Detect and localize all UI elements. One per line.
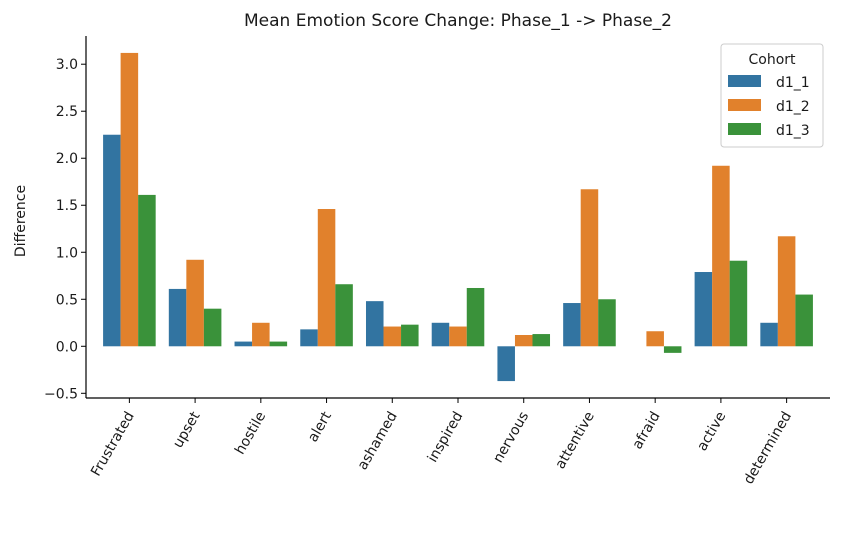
legend: Cohort d1_1 d1_2 d1_3: [720, 43, 824, 148]
x-tick-label: inspired: [425, 409, 467, 465]
x-tick-label: alert: [305, 409, 335, 445]
bar-d1_3-inspired: [466, 287, 485, 347]
x-tick-label: hostile: [232, 409, 269, 457]
bar-d1_3-ashamed: [401, 324, 419, 347]
bar-d1_3-Frustrated: [138, 194, 156, 347]
bar-d1_3-determined: [795, 294, 813, 347]
legend-swatch-d1_2: [728, 99, 761, 111]
legend-frame: [720, 43, 824, 148]
bar-d1_2-hostile: [252, 322, 270, 347]
chart-title: Mean Emotion Score Change: Phase_1 -> Ph…: [244, 11, 672, 31]
bar-d1_2-Frustrated: [120, 52, 139, 347]
legend-label-d1_1: d1_1: [776, 75, 810, 91]
bar-d1_1-ashamed: [365, 301, 384, 347]
bar-d1_3-upset: [203, 308, 222, 347]
bar-d1_3-nervous: [532, 334, 551, 347]
bar-d1_2-determined: [777, 236, 796, 347]
bars-group: [103, 52, 813, 382]
y-tick-label: 0.0: [56, 339, 78, 355]
bar-d1_3-active: [729, 260, 748, 347]
y-axis-label: Difference: [13, 185, 29, 257]
legend-label-d1_3: d1_3: [776, 123, 810, 139]
x-tick-label: active: [694, 409, 729, 454]
x-tick-label: nervous: [490, 409, 532, 466]
bar-d1_1-hostile: [234, 341, 253, 347]
bar-d1_1-Frustrated: [103, 134, 121, 347]
bar-d1_2-alert: [317, 209, 336, 347]
x-ticks-group: Frustrated upset hostile alert ashamed inspir…: [88, 398, 795, 487]
bar-d1_2-ashamed: [383, 326, 402, 347]
x-tick-label: ashamed: [355, 409, 401, 473]
bar-d1_1-determined: [760, 322, 778, 347]
legend-label-d1_2: d1_2: [776, 99, 810, 115]
legend-swatch-d1_1: [728, 75, 761, 87]
bar-d1_2-active: [712, 165, 730, 347]
y-tick-label: 1.5: [56, 198, 78, 214]
x-tick-label: Frustrated: [88, 409, 138, 479]
bar-d1_2-inspired: [449, 326, 467, 347]
bar-d1_1-nervous: [497, 346, 515, 382]
bar-d1_2-attentive: [580, 189, 599, 347]
y-tick-label: −0.5: [44, 386, 78, 402]
legend-title: Cohort: [748, 52, 796, 68]
y-ticks-group: −0.5 0.0 0.5 1.0 1.5 2.0 2.5 3.0: [44, 57, 86, 402]
bar-d1_3-attentive: [598, 299, 616, 347]
y-tick-label: 2.0: [56, 151, 78, 167]
bar-d1_2-upset: [186, 259, 204, 347]
bar-d1_1-active: [694, 272, 713, 347]
y-tick-label: 1.0: [56, 245, 78, 261]
y-tick-label: 0.5: [56, 292, 78, 308]
bar-d1_2-afraid: [646, 331, 664, 347]
bar-d1_1-inspired: [431, 322, 450, 347]
bar-d1_1-attentive: [563, 303, 581, 347]
bar-d1_3-afraid: [663, 346, 682, 353]
bar-d1_3-alert: [335, 284, 353, 347]
y-tick-label: 3.0: [56, 57, 78, 73]
x-tick-label: attentive: [552, 409, 598, 472]
x-tick-label: determined: [741, 409, 795, 487]
x-tick-label: upset: [170, 409, 204, 451]
bar-d1_3-hostile: [269, 341, 288, 347]
bar-d1_1-upset: [168, 288, 187, 347]
x-tick-label: afraid: [629, 409, 663, 452]
bar-d1_2-nervous: [514, 335, 533, 347]
bar-d1_1-alert: [300, 329, 318, 347]
legend-swatch-d1_3: [728, 123, 761, 135]
y-tick-label: 2.5: [56, 104, 78, 120]
